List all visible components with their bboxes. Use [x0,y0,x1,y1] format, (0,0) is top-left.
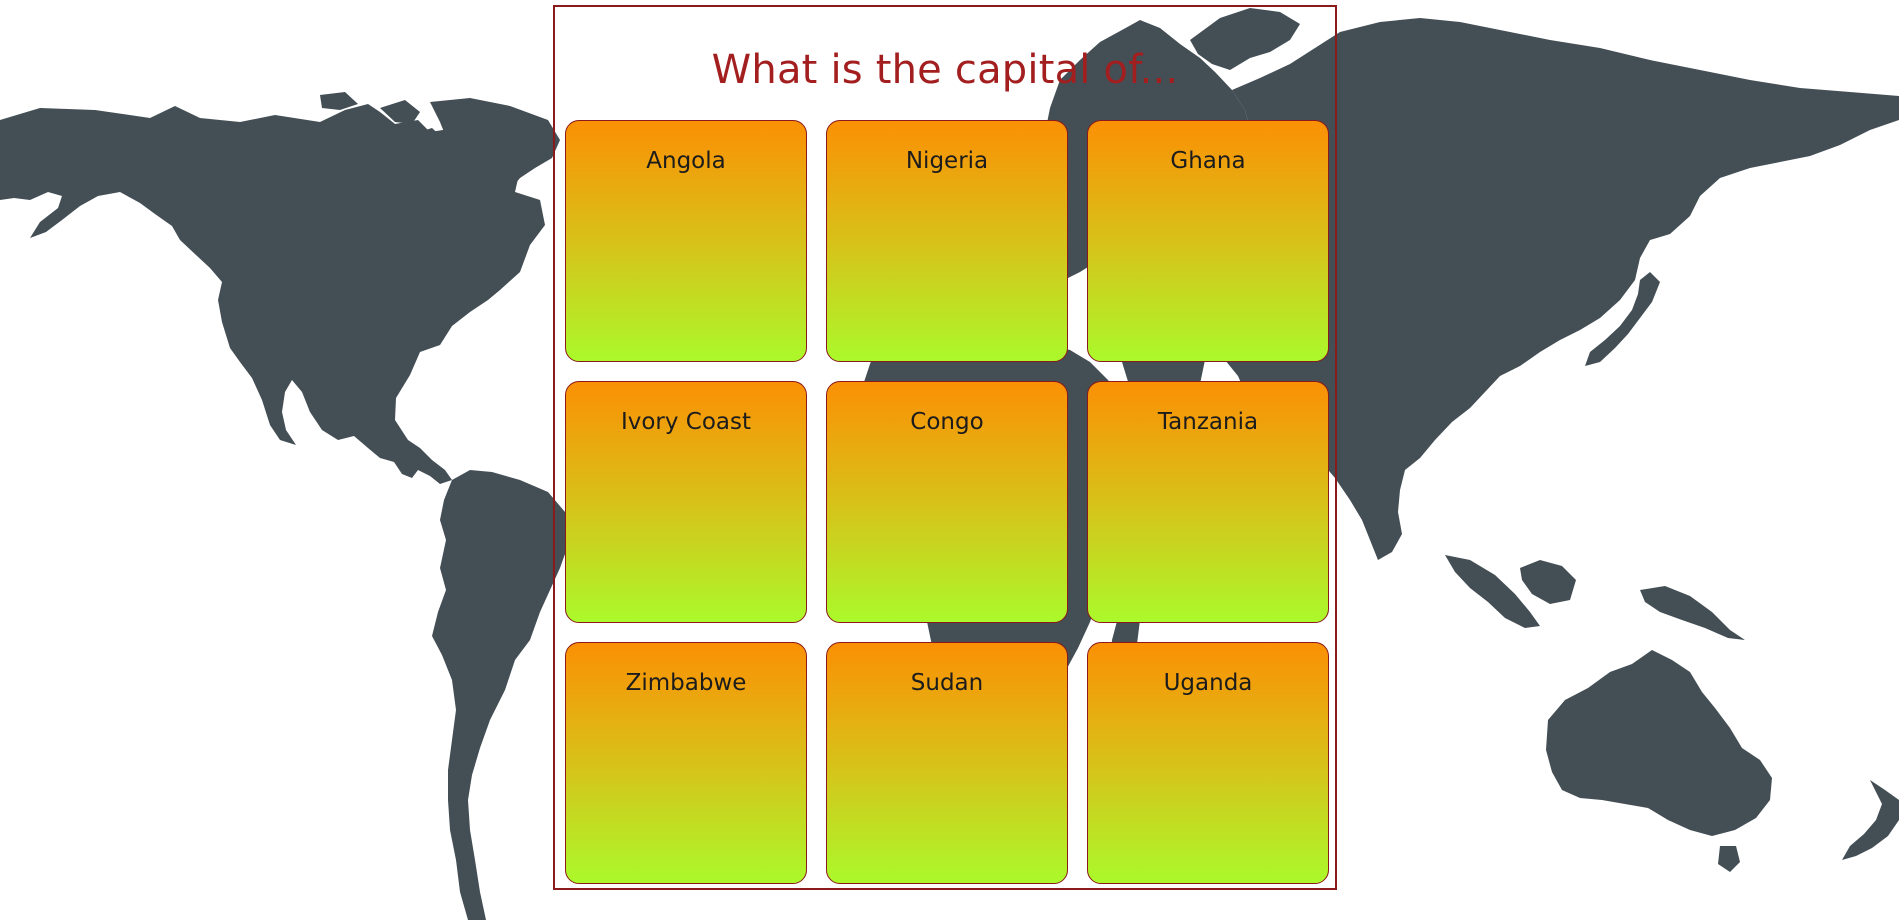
card-label: Nigeria [905,148,989,174]
japan-landmass [1585,272,1660,366]
south-america-landmass [432,470,570,920]
card-label: Zimbabwe [625,670,747,696]
country-card-congo[interactable]: Congo [826,381,1068,623]
new-zealand-landmass [1842,780,1899,860]
card-label: Angola [646,148,726,174]
country-card-ivory-coast[interactable]: Ivory Coast [565,381,807,623]
country-card-zimbabwe[interactable]: Zimbabwe [565,642,807,884]
north-america-landmass [0,104,545,484]
country-card-angola[interactable]: Angola [565,120,807,362]
card-label: Ivory Coast [620,409,752,435]
quiz-panel: What is the capital of... Angola Nigeria… [553,5,1337,890]
country-card-sudan[interactable]: Sudan [826,642,1068,884]
australia-landmass [1546,650,1772,836]
card-label: Ghana [1170,148,1246,174]
tasmania-landmass [1718,846,1740,872]
country-card-nigeria[interactable]: Nigeria [826,120,1068,362]
card-label: Sudan [910,670,984,696]
country-card-ghana[interactable]: Ghana [1087,120,1329,362]
card-label: Tanzania [1157,409,1259,435]
arctic-islands [320,92,445,150]
greenland-landmass [430,98,560,208]
southeast-asia-islands [1445,555,1745,640]
country-card-tanzania[interactable]: Tanzania [1087,381,1329,623]
country-card-uganda[interactable]: Uganda [1087,642,1329,884]
scandinavia-landmass [1190,8,1300,70]
card-label: Congo [910,409,984,435]
answer-card-grid: Angola Nigeria Ghana Ivory Coast Congo T… [565,120,1329,884]
card-label: Uganda [1163,670,1253,696]
question-title: What is the capital of... [711,47,1179,93]
